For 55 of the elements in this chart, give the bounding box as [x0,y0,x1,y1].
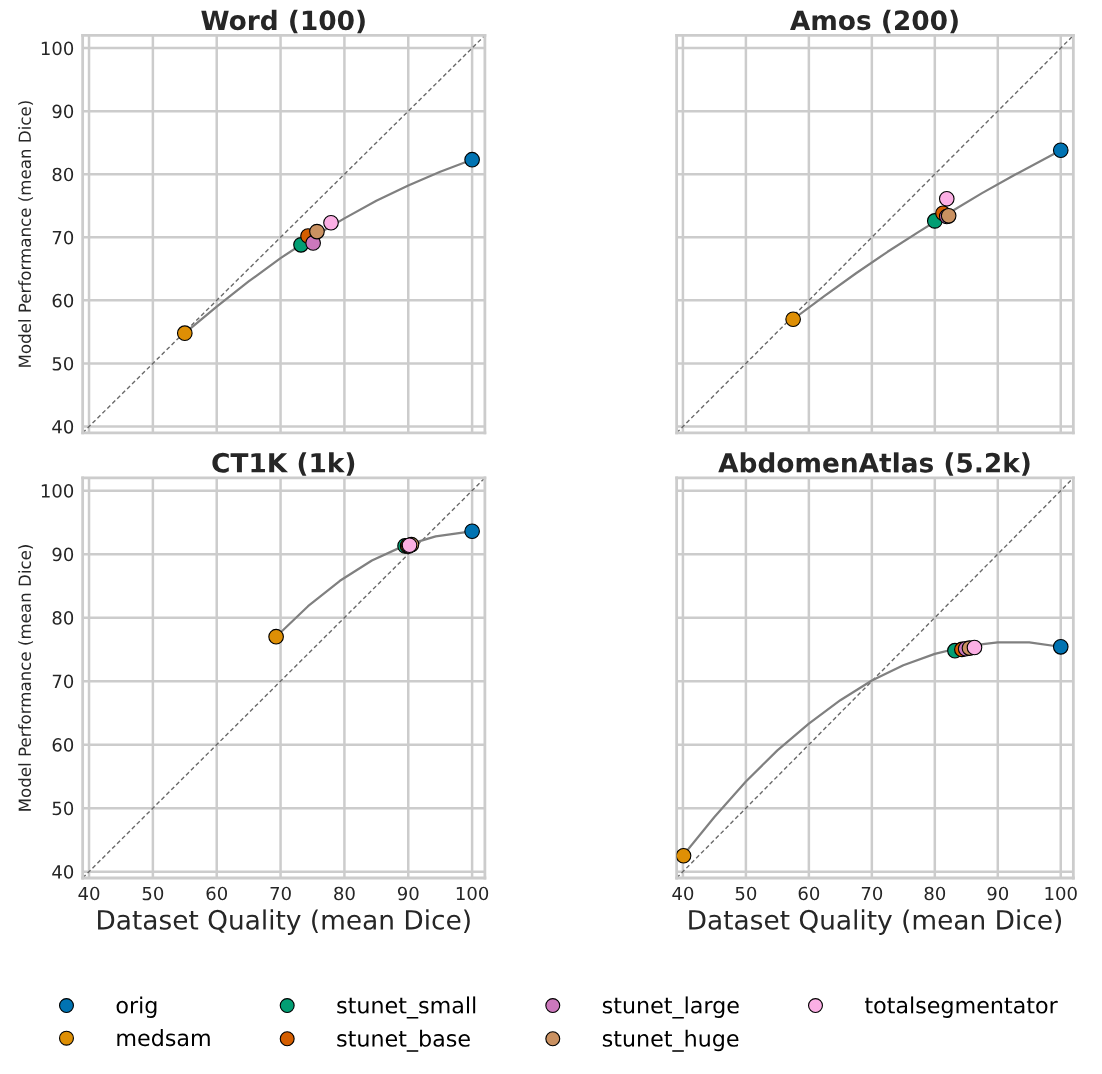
point [309,223,325,240]
legend-label: medsam [117,1029,210,1047]
y-tick-label: 70 [52,230,74,245]
x-tick-label: 70 [861,886,883,901]
x-axis-title: Dataset Quality (mean Dice) [689,909,1062,935]
x-tick-label: 80 [924,886,946,901]
y-tick-label: 80 [52,611,74,625]
x-tick-label: 60 [206,886,228,901]
y-axis-title: Model Performance (mean Dice) [18,545,34,811]
point [268,628,284,645]
y-tick-label: 60 [52,293,74,308]
point [464,523,480,540]
chart-title: AbdomenAtlas (5.2k) [718,452,1030,476]
legend-label: stunet_large [602,996,739,1019]
x-tick-label: 100 [456,886,489,901]
y-tick-label: 100 [41,484,74,498]
point [1052,639,1069,655]
legend-label: stunet_huge [602,1029,739,1052]
y-tick-label: 90 [52,104,74,119]
point [1052,142,1069,159]
x-tick-label: 100 [1045,886,1077,901]
chart-title: Word (100) [201,9,365,34]
legend-label: totalsegmentator [864,996,1058,1018]
point [176,325,193,341]
x-tick-label: 80 [334,886,355,901]
y-tick-label: 40 [52,865,74,879]
x-tick-label: 90 [397,886,419,901]
x-tick-label: 90 [987,886,1009,901]
legend-label: stunet_base [337,1029,470,1052]
y-tick-label: 100 [41,41,74,56]
y-tick-label: 90 [52,547,74,562]
x-tick-label: 70 [270,886,291,901]
x-tick-label: 40 [672,886,694,901]
y-tick-label: 60 [52,738,74,752]
point [464,151,480,168]
point [785,311,801,328]
legend-label: orig [116,996,157,1018]
chart-title: CT1K (1k) [212,452,355,476]
chart-title: Amos (200) [790,9,958,34]
x-tick-label: 40 [78,886,100,901]
x-tick-label: 50 [142,886,164,901]
x-axis-title: Dataset Quality (mean Dice) [98,909,470,935]
point [323,214,339,231]
point [676,847,692,864]
x-tick-label: 50 [735,886,757,901]
y-tick-label: 50 [52,356,74,371]
y-tick-label: 50 [52,801,74,816]
point [966,639,983,656]
legend-label: stunet_small [337,996,476,1019]
y-tick-label: 40 [52,419,74,434]
x-tick-label: 60 [798,886,820,901]
point [938,190,955,207]
y-tick-label: 80 [52,167,74,182]
y-axis-title: Model Performance (mean Dice) [18,101,34,367]
y-tick-label: 70 [52,674,74,689]
